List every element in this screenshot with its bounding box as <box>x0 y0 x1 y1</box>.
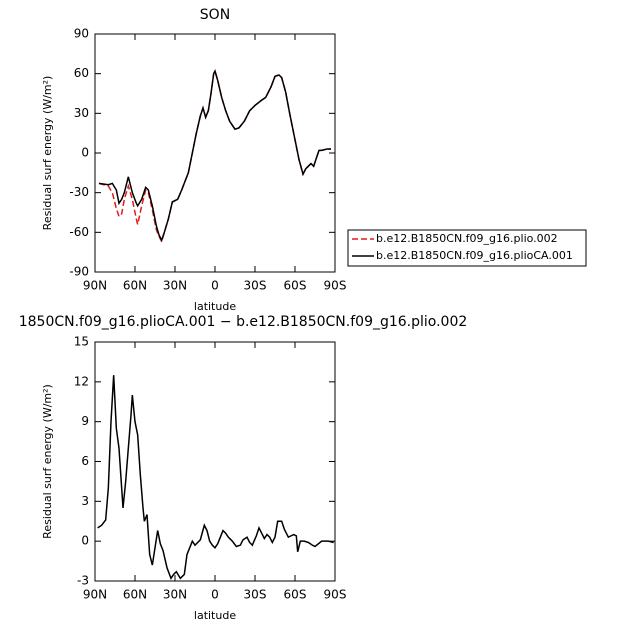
data-line <box>97 375 334 580</box>
x-axis-label: latitude <box>194 609 236 622</box>
x-axis-label: latitude <box>194 300 236 313</box>
y-tick-label: 30 <box>74 106 89 120</box>
y-tick-label: 6 <box>81 454 89 468</box>
x-tick-label: 30N <box>163 588 187 602</box>
y-tick-label: 0 <box>81 146 89 160</box>
x-tick-label: 30S <box>244 588 267 602</box>
legend-box <box>347 229 587 267</box>
x-tick-label: 30S <box>244 279 267 293</box>
x-tick-label: 60N <box>123 279 147 293</box>
y-tick-label: -60 <box>69 225 89 239</box>
y-tick-label: 15 <box>74 335 89 349</box>
x-tick-label: 0 <box>211 279 219 293</box>
x-tick-label: 90N <box>83 588 107 602</box>
x-tick-label: 0 <box>211 588 219 602</box>
y-tick-label: 90 <box>74 27 89 41</box>
chart-title: SON <box>200 7 230 23</box>
data-line <box>98 68 331 244</box>
legend-label: b.e12.B1850CN.f09_g16.plio.002 <box>376 232 558 245</box>
chart-title: 1850CN.f09_g16.plioCA.001 − b.e12.B1850C… <box>19 314 468 330</box>
plot-frame <box>94 341 336 582</box>
y-tick-label: -30 <box>69 185 89 199</box>
y-tick-label: -3 <box>77 574 89 588</box>
plot-frame <box>94 33 336 273</box>
data-line <box>98 68 331 243</box>
x-tick-label: 90S <box>324 588 347 602</box>
x-tick-label: 30N <box>163 279 187 293</box>
x-tick-label: 60N <box>123 588 147 602</box>
y-tick-label: 0 <box>81 534 89 548</box>
y-tick-label: 9 <box>81 414 89 428</box>
x-tick-label: 60S <box>284 588 307 602</box>
legend-label: b.e12.B1850CN.f09_g16.plioCA.001 <box>376 249 573 262</box>
x-tick-label: 60S <box>284 279 307 293</box>
x-tick-label: 90S <box>324 279 347 293</box>
x-tick-label: 90N <box>83 279 107 293</box>
y-tick-label: 3 <box>81 494 89 508</box>
y-axis-label: Residual surf energy (W/m²) <box>41 384 54 539</box>
y-tick-label: -90 <box>69 265 89 279</box>
y-tick-label: 60 <box>74 66 89 80</box>
y-axis-label: Residual surf energy (W/m²) <box>41 76 54 231</box>
y-tick-label: 12 <box>74 374 89 388</box>
